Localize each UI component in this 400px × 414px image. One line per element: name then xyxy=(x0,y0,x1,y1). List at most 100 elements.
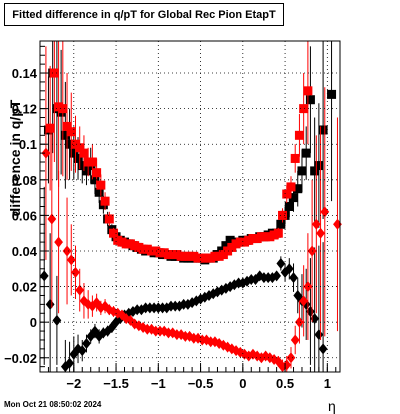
data-point-square xyxy=(297,166,307,176)
data-point-square xyxy=(293,184,303,194)
data-point-diamond xyxy=(282,359,292,371)
data-point-diamond xyxy=(310,313,320,325)
data-point-diamond xyxy=(162,302,172,314)
data-point-diamond xyxy=(200,291,210,303)
data-point-diamond xyxy=(107,322,117,334)
data-point-square xyxy=(278,210,288,220)
data-point-diamond xyxy=(213,286,222,298)
data-point-diamond xyxy=(187,297,197,309)
data-point-diamond xyxy=(311,218,321,230)
y-tick-label: 0.08 xyxy=(12,173,37,188)
data-marks xyxy=(39,41,342,373)
data-point-square xyxy=(221,241,231,251)
data-point-square xyxy=(100,196,110,206)
y-tick-label: 0.14 xyxy=(12,66,38,81)
data-point-square xyxy=(318,125,328,135)
data-point-square xyxy=(81,166,91,176)
data-point-diamond xyxy=(71,266,80,278)
data-point-diamond xyxy=(60,361,70,373)
data-point-square xyxy=(75,143,85,153)
data-point-square xyxy=(303,86,313,96)
data-point-diamond xyxy=(113,307,123,319)
data-point-diamond xyxy=(318,343,328,355)
data-point-square xyxy=(79,148,89,158)
data-point-diamond xyxy=(45,298,55,310)
data-point-square xyxy=(109,228,119,238)
data-point-diamond xyxy=(176,329,186,341)
data-point-diamond xyxy=(83,298,93,310)
data-point-diamond xyxy=(41,147,51,159)
data-point-square xyxy=(310,166,320,176)
x-tick-label: −1.5 xyxy=(103,376,129,391)
data-point-diamond xyxy=(82,338,91,350)
data-point-square xyxy=(96,180,106,190)
data-point-square xyxy=(65,139,75,149)
x-axis-label: η xyxy=(328,398,336,414)
data-point-diamond xyxy=(121,313,131,325)
data-point-square xyxy=(90,175,100,185)
data-point-square xyxy=(66,127,76,137)
data-point-diamond xyxy=(109,305,118,317)
data-point-diamond xyxy=(225,281,235,293)
data-point-diamond xyxy=(278,361,287,373)
data-point-square xyxy=(273,228,283,238)
axes: −2 −1.5 −1 −0.5 0 0.5 1 −0.02 0 0.02 0.04 0.06 0.08 0… xyxy=(4,41,340,391)
data-point-square xyxy=(62,121,72,131)
data-point-diamond xyxy=(175,300,184,312)
data-point-diamond xyxy=(202,334,211,346)
data-point-square xyxy=(45,123,55,133)
data-point-diamond xyxy=(242,275,252,287)
data-point-square xyxy=(60,130,70,140)
data-point-diamond xyxy=(65,357,74,369)
data-point-square xyxy=(87,157,97,167)
data-point-square xyxy=(289,193,299,203)
data-point-diamond xyxy=(295,316,304,328)
data-point-square xyxy=(284,202,294,211)
y-tick-label: 0.04 xyxy=(12,244,38,259)
data-point-square xyxy=(49,68,59,78)
data-point-square xyxy=(92,168,102,178)
data-point-diamond xyxy=(290,334,300,346)
data-point-diamond xyxy=(284,263,294,275)
data-point-square xyxy=(77,161,87,171)
data-point-diamond xyxy=(299,295,309,307)
y-tick-label: 0.02 xyxy=(12,280,37,295)
data-point-diamond xyxy=(257,352,266,364)
data-point-square xyxy=(282,189,292,199)
data-point-square xyxy=(327,89,337,99)
y-axis-label: difference in q/pT xyxy=(7,99,23,216)
data-point-square xyxy=(299,104,309,114)
data-point-square xyxy=(305,95,315,105)
y-tick-label: −0.02 xyxy=(4,351,37,366)
y-tick-label: 0.12 xyxy=(12,102,37,117)
data-point-square xyxy=(94,187,104,197)
data-point-diamond xyxy=(137,304,146,316)
data-point-diamond xyxy=(138,322,148,334)
data-point-diamond xyxy=(227,343,237,355)
data-point-diamond xyxy=(276,257,286,269)
data-point-square xyxy=(314,161,324,171)
data-point-square xyxy=(73,153,83,163)
x-tick-label: −0.5 xyxy=(188,376,214,391)
data-point-diamond xyxy=(126,314,135,326)
y-tick-label: 0 xyxy=(30,315,37,330)
data-point-diamond xyxy=(66,254,76,266)
data-point-diamond xyxy=(52,314,62,326)
data-point-diamond xyxy=(77,345,87,357)
data-point-square xyxy=(104,214,114,224)
x-tick-label: 0.5 xyxy=(276,376,294,391)
data-point-diamond xyxy=(100,300,110,312)
data-point-diamond xyxy=(54,236,63,248)
data-point-diamond xyxy=(272,270,282,282)
data-point-diamond xyxy=(238,277,248,289)
x-tick-label: 1 xyxy=(324,376,331,391)
data-point-diamond xyxy=(316,227,325,239)
data-point-square xyxy=(286,182,296,192)
data-point-diamond xyxy=(47,213,57,225)
data-point-square xyxy=(301,148,311,158)
data-point-diamond xyxy=(231,345,241,357)
y-tick-label: 0.06 xyxy=(12,208,37,223)
data-point-square xyxy=(290,153,300,163)
data-point-diamond xyxy=(96,302,106,314)
